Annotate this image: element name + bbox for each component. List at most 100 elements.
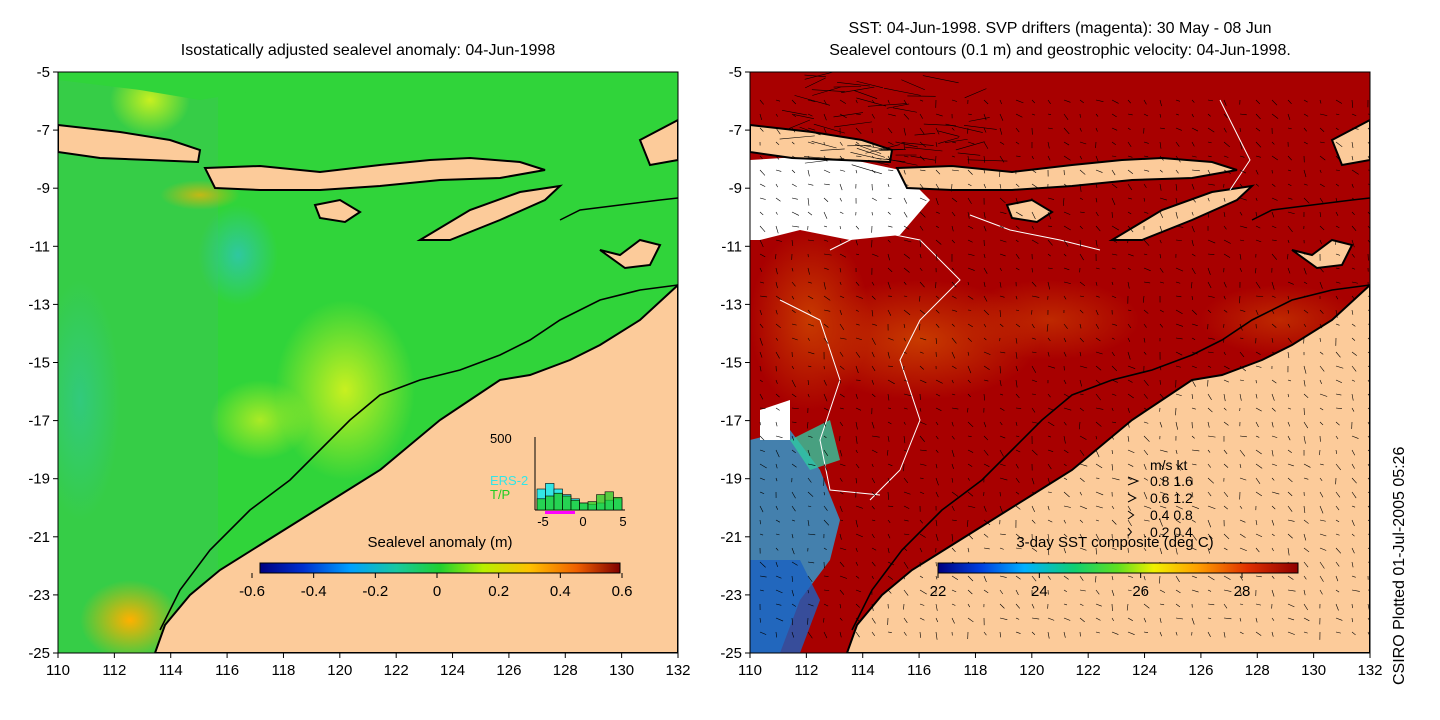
velocity-vector — [1079, 239, 1082, 248]
velocity-vector — [1079, 253, 1084, 261]
velocity-vector — [1111, 477, 1120, 481]
velocity-vector — [823, 547, 827, 551]
velocity-vector — [887, 351, 890, 359]
velocity-vector — [951, 337, 957, 344]
velocity-vector — [1127, 519, 1132, 527]
velocity-vector — [1015, 463, 1019, 469]
velocity-vector — [999, 421, 1003, 426]
velocity-vector — [951, 309, 958, 312]
velocity-vector — [1031, 113, 1036, 116]
velocity-vector — [887, 505, 894, 507]
velocity-vector — [1319, 281, 1323, 289]
velocity-vector — [759, 323, 764, 329]
velocity-vector — [1207, 631, 1211, 637]
velocity-vector — [967, 295, 974, 300]
velocity-vector — [1351, 575, 1356, 578]
velocity-vector — [903, 99, 908, 105]
velocity-vector — [919, 519, 923, 524]
velocity-vector — [1095, 225, 1101, 232]
velocity-vector — [1319, 491, 1324, 498]
velocity-vector — [855, 421, 858, 430]
velocity-vector — [1223, 491, 1229, 498]
velocity-vector — [1095, 155, 1099, 163]
velocity-vector — [1031, 393, 1036, 395]
velocity-vector — [1095, 267, 1100, 270]
velocity-vector — [1271, 477, 1275, 481]
velocity-vector — [1062, 197, 1065, 206]
velocity-vector — [935, 169, 941, 175]
velocity-vector — [1063, 267, 1070, 271]
velocity-vector — [1127, 365, 1136, 369]
velocity-vector — [871, 421, 875, 429]
velocity-vector — [1127, 575, 1134, 578]
velocity-vector — [1191, 337, 1196, 340]
velocity-vector — [855, 449, 858, 454]
velocity-vector — [887, 365, 893, 367]
velocity-vector — [903, 323, 906, 328]
velocity-vector — [791, 491, 796, 499]
velocity-vector — [1159, 183, 1162, 191]
velocity-vector — [983, 127, 987, 133]
velocity-vector — [1079, 393, 1084, 396]
velocity-vector — [1287, 197, 1293, 200]
velocity-vector — [1271, 463, 1278, 466]
velocity-vector — [1015, 295, 1018, 300]
velocity-vector — [1079, 141, 1087, 145]
velocity-vector — [983, 141, 989, 149]
velocity-vector — [855, 281, 860, 286]
velocity-vector — [839, 407, 844, 410]
velocity-vector — [1351, 561, 1354, 568]
velocity-vector — [1175, 575, 1180, 583]
velocity-vector — [1207, 589, 1212, 592]
velocity-vector — [1127, 477, 1132, 481]
velocity-vector — [1159, 477, 1165, 482]
velocity-vector — [967, 477, 970, 481]
velocity-vector — [807, 337, 810, 341]
velocity-vector — [1111, 169, 1116, 176]
velocity-vector — [871, 197, 877, 201]
velocity-vector — [1303, 281, 1308, 285]
velocity-vector — [791, 309, 796, 313]
velocity-vector — [867, 103, 907, 107]
velocity-vector — [1015, 211, 1023, 217]
velocity-vector — [775, 323, 781, 329]
velocity-vector — [759, 225, 766, 233]
velocity-vector — [823, 491, 825, 496]
velocity-vector — [1335, 323, 1340, 326]
speed-legend-arrow — [1127, 476, 1140, 486]
velocity-vector — [804, 158, 845, 164]
left-lat-tick-label: -11 — [29, 238, 50, 255]
velocity-vector — [1031, 631, 1036, 635]
velocity-vector — [1351, 533, 1355, 537]
velocity-vector — [1207, 505, 1216, 510]
inset-drifter-marker — [545, 511, 575, 514]
velocity-vector — [1111, 183, 1118, 189]
velocity-vector — [1335, 211, 1339, 216]
right-lat-tick-label: -17 — [720, 413, 742, 430]
velocity-vector — [919, 379, 927, 384]
velocity-vector — [1063, 631, 1066, 638]
velocity-vector — [823, 99, 827, 105]
velocity-vector — [807, 351, 815, 355]
velocity-vector — [1287, 547, 1290, 556]
velocity-vector — [1127, 99, 1131, 104]
velocity-vector — [967, 547, 970, 553]
velocity-vector — [887, 155, 890, 160]
velocity-vector — [1143, 155, 1149, 158]
velocity-vector — [983, 533, 989, 538]
velocity-vector — [807, 491, 814, 497]
velocity-vector — [887, 519, 891, 523]
velocity-vector — [820, 148, 845, 151]
velocity-vector — [1127, 281, 1130, 289]
velocity-vector — [855, 365, 859, 374]
velocity-vector — [903, 267, 910, 273]
velocity-vector — [855, 337, 862, 341]
velocity-vector — [1223, 309, 1228, 313]
velocity-vector — [935, 407, 942, 411]
velocity-vector — [1111, 631, 1119, 635]
velocity-vector — [1063, 603, 1068, 606]
velocity-vector — [1255, 127, 1261, 132]
velocity-vector — [1287, 225, 1293, 233]
left-sea-low-anomaly — [198, 205, 278, 305]
velocity-vector — [759, 295, 768, 298]
